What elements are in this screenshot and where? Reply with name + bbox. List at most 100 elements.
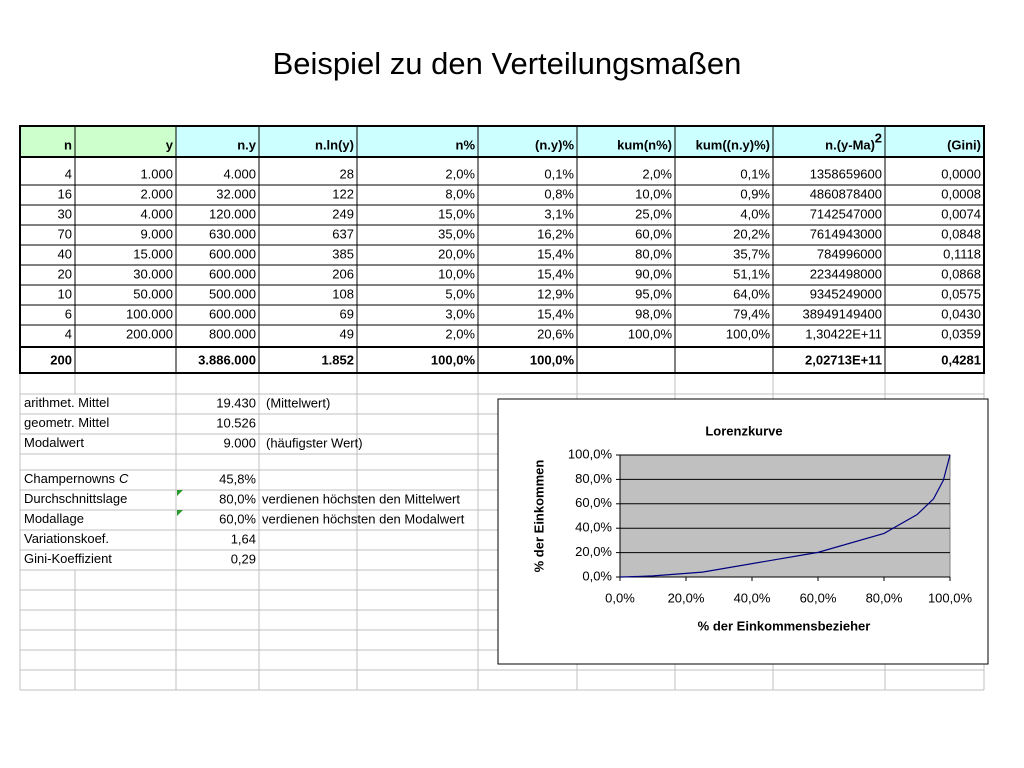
stat-value: 45,8%: [219, 471, 256, 486]
cell-value: 206: [332, 266, 354, 281]
stat-label-text: Variationskoef.: [24, 531, 109, 546]
total-value: 100,0%: [431, 352, 476, 367]
stat-label-text: arithmet. Mittel: [24, 395, 109, 410]
cell-value: 28: [340, 166, 354, 181]
cell-value: 15,0%: [438, 206, 475, 221]
cell-value: 35,0%: [438, 226, 475, 241]
cell-value: 3,0%: [445, 306, 475, 321]
cell-value: 40: [58, 246, 72, 261]
cell-value: 1,30422E+11: [805, 326, 882, 341]
comment-indicator: [177, 490, 183, 496]
cell-value: 30: [58, 206, 72, 221]
stat-value: 9.000: [223, 435, 256, 450]
header-label: (n.y)%: [535, 137, 574, 152]
cell-value: 9.000: [140, 226, 173, 241]
y-axis-title: % der Einkommen: [531, 460, 546, 573]
cell-value: 600.000: [209, 246, 256, 261]
cell-value: 30.000: [133, 266, 173, 281]
cell-value: 0,0359: [941, 326, 981, 341]
cell-value: 50.000: [133, 286, 173, 301]
cell-value: 0,1118: [943, 246, 981, 261]
stat-label: Durchschnittslage: [24, 491, 127, 506]
stat-note: (Mittelwert): [266, 395, 330, 410]
y-tick-label: 80,0%: [575, 471, 612, 486]
cell-value: 15.000: [133, 246, 173, 261]
cell-value: 600.000: [209, 266, 256, 281]
cell-value: 600.000: [209, 306, 256, 321]
cell-value: 0,0074: [941, 206, 981, 221]
cell-value: 0,0868: [941, 266, 981, 281]
chart-title: Lorenzkurve: [705, 423, 782, 438]
header-label: kum(n%): [617, 137, 672, 152]
x-tick-label: 60,0%: [800, 590, 837, 605]
cell-value: 4.000: [140, 206, 173, 221]
cell-value: 10: [58, 286, 72, 301]
stat-label: Modallage: [24, 511, 84, 526]
cell-value: 90,0%: [635, 266, 672, 281]
stat-label: Gini-Koeffizient: [24, 551, 112, 566]
stat-value: 19.430: [216, 395, 256, 410]
cell-value: 637: [332, 226, 354, 241]
x-axis-title: % der Einkommensbezieher: [698, 618, 871, 633]
cell-value: 0,0575: [941, 286, 981, 301]
y-tick-label: 20,0%: [575, 544, 612, 559]
cell-value: 122: [332, 186, 354, 201]
y-tick-label: 100,0%: [568, 446, 613, 461]
header-label: n.y: [237, 137, 257, 152]
cell-value: 15,4%: [537, 306, 574, 321]
cell-value: 10,0%: [635, 186, 672, 201]
stat-value: 60,0%: [219, 511, 256, 526]
cell-value: 4: [65, 166, 72, 181]
cell-value: 0,0000: [941, 166, 981, 181]
stat-value: 0,29: [231, 551, 256, 566]
stat-label-text: Gini-Koeffizient: [24, 551, 112, 566]
cell-value: 0,0848: [941, 226, 981, 241]
cell-value: 8,0%: [445, 186, 475, 201]
cell-value: 10,0%: [438, 266, 475, 281]
y-tick-label: 40,0%: [575, 520, 612, 535]
cell-value: 0,8%: [544, 186, 574, 201]
stat-label-text: Modallage: [24, 511, 84, 526]
cell-value: 80,0%: [635, 246, 672, 261]
total-value: 0,4281: [941, 352, 981, 367]
cell-value: 2.000: [140, 186, 173, 201]
cell-value: 1.000: [140, 166, 173, 181]
cell-value: 100,0%: [628, 326, 673, 341]
header-label: n%: [456, 137, 476, 152]
cell-value: 7614943000: [810, 226, 882, 241]
cell-value: 2,0%: [445, 166, 475, 181]
cell-value: 100.000: [126, 306, 173, 321]
cell-value: 7142547000: [810, 206, 882, 221]
lorenz-curve: [619, 454, 951, 578]
cell-value: 500.000: [209, 286, 256, 301]
stat-label: geometr. Mittel: [24, 415, 109, 430]
cell-value: 3,1%: [544, 206, 574, 221]
header-label: n.(y-Ma): [825, 137, 875, 152]
stat-value: 1,64: [231, 531, 256, 546]
cell-value: 800.000: [209, 326, 256, 341]
cell-value: 20,6%: [537, 326, 574, 341]
stat-note: (häufigster Wert): [266, 435, 363, 450]
cell-value: 70: [58, 226, 72, 241]
cell-value: 630.000: [209, 226, 256, 241]
header-cell: [773, 126, 885, 157]
stat-note: verdienen höchsten den Mittelwert: [262, 491, 460, 506]
cell-value: 20,2%: [733, 226, 770, 241]
cell-value: 16,2%: [537, 226, 574, 241]
cell-value: 4.000: [223, 166, 256, 181]
stat-label-text: Durchschnittslage: [24, 491, 127, 506]
y-tick-label: 0,0%: [582, 568, 612, 583]
y-tick-label: 60,0%: [575, 495, 612, 510]
cell-value: 9345249000: [810, 286, 882, 301]
header-cell: [675, 126, 773, 157]
cell-value: 20: [58, 266, 72, 281]
slide-title: Beispiel zu den Verteilungsmaßen: [273, 46, 742, 81]
stat-label: arithmet. Mittel: [24, 395, 109, 410]
cell-value: 51,1%: [733, 266, 770, 281]
total-value: 200: [50, 352, 72, 367]
plot-area: [619, 454, 951, 578]
header-cell: [176, 126, 259, 157]
cell-value: 35,7%: [733, 246, 770, 261]
cell-value: 249: [332, 206, 354, 221]
